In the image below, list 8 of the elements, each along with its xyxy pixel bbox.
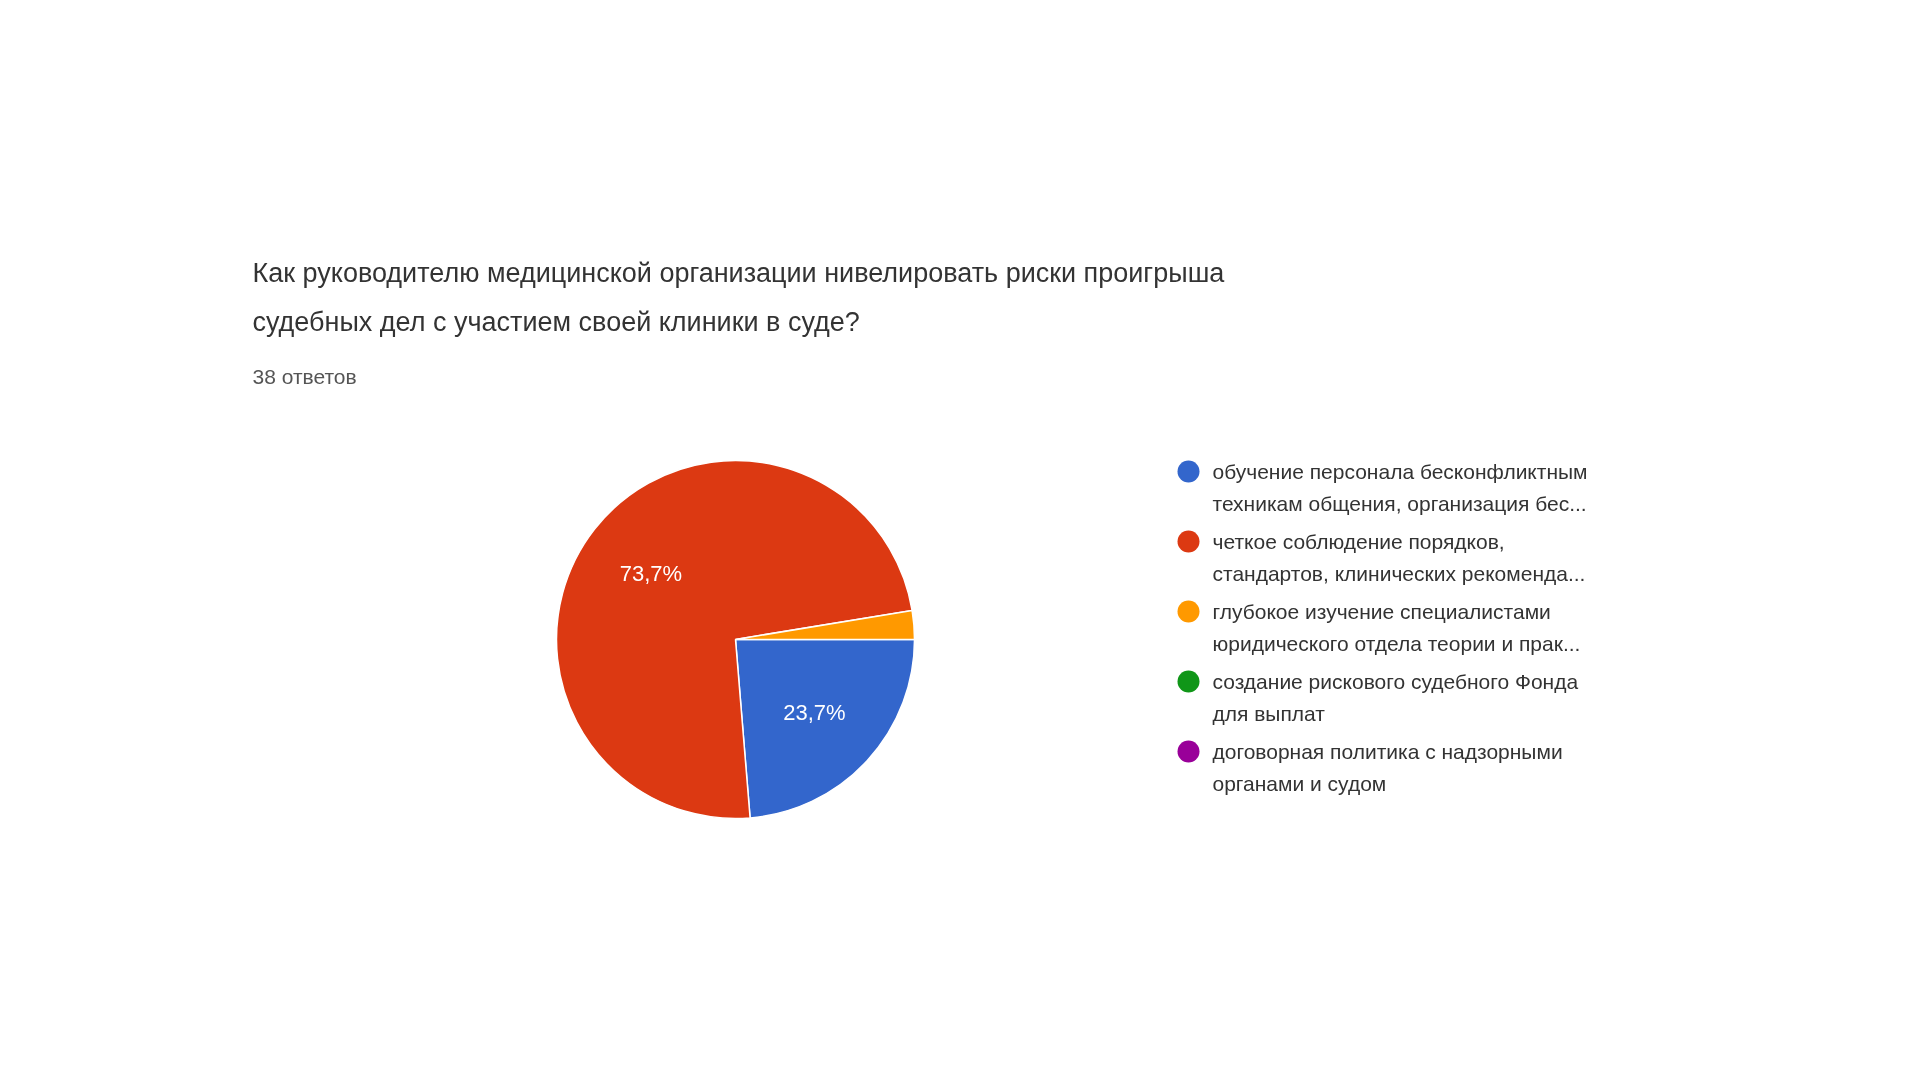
chart-title: Как руководителю медицинской организации нивелировать риски проигрыша судебных дел с участием своей клиники в суде? [252,257,1226,337]
legend-label: обучение персонала бесконфликтным техникам общения, организация бес... [1212,460,1588,515]
data-label: 73,7% [619,560,683,586]
data-label: 23,7% [783,699,846,725]
legend-label: глубокое изучение специалистами юридического отдела теории и прак... [1212,600,1581,655]
text: 38 ответов [252,365,357,388]
legend-label: четкое соблюдение порядков, стандартов, клинических рекоменда... [1212,530,1586,585]
legend-label: договорная политика с надзорными органами и судом [1212,740,1563,795]
